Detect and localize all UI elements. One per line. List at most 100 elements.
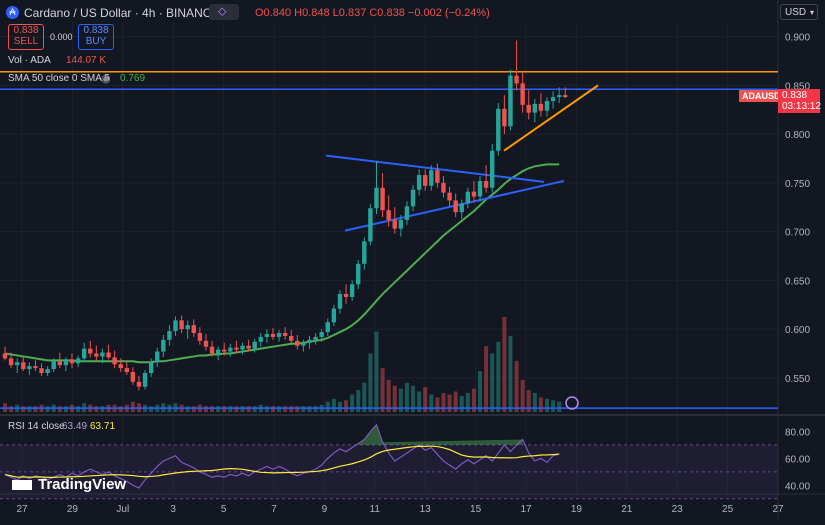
- candle-body: [118, 364, 123, 369]
- candle-body: [148, 362, 154, 373]
- time-tick-label: 27: [772, 504, 784, 515]
- price-tick-label: 0.850: [785, 81, 810, 92]
- candle-body: [325, 322, 330, 333]
- symbol-title[interactable]: Cardano / US Dollar · 4h · BINANCE: [24, 6, 220, 20]
- volume-bar: [191, 406, 196, 412]
- volume-bar: [520, 379, 525, 412]
- candle-body: [27, 366, 32, 370]
- ohlc-values: O0.840 H0.848 L0.837 C0.838 −0.002 (−0.2…: [255, 7, 490, 19]
- volume-bar: [118, 406, 123, 412]
- price-tick-label: 0.650: [785, 276, 810, 287]
- sma-line: [4, 163, 560, 364]
- candle-body: [502, 108, 507, 127]
- countdown: 03:13:12: [782, 101, 821, 112]
- candle-body: [526, 104, 531, 113]
- rsi-tick-label: 80.00: [785, 427, 810, 438]
- time-tick-label: 29: [67, 504, 79, 515]
- candle-body: [2, 353, 8, 359]
- volume-bar: [465, 393, 470, 412]
- candle-body: [136, 381, 142, 387]
- currency-selector[interactable]: USD ▾: [780, 4, 818, 20]
- price-tick-label: 0.700: [785, 228, 810, 239]
- chevron-down-icon: ▾: [809, 8, 814, 17]
- candle-body: [63, 359, 69, 366]
- volume-bar: [283, 406, 288, 412]
- candle-body: [477, 180, 483, 197]
- sma-value: 0.769: [120, 73, 146, 84]
- last-price: 0.838: [782, 90, 808, 101]
- volume-bar: [45, 406, 50, 412]
- volume-bar: [514, 360, 519, 412]
- volume-bar: [100, 406, 105, 412]
- candle-body: [39, 368, 44, 373]
- eye-icon[interactable]: ◉: [101, 73, 111, 85]
- last-price-tag: 0.838 03:13:12: [778, 89, 821, 113]
- candle-body: [465, 191, 471, 204]
- rsi-ma-line: [4, 445, 560, 478]
- candle-body: [124, 368, 129, 373]
- time-tick-label: 21: [621, 504, 633, 515]
- tradingview-logo[interactable]: TradingView: [12, 476, 126, 493]
- volume-bar: [185, 406, 190, 412]
- sma-label[interactable]: SMA 50 close 0 SMA 5: [8, 73, 110, 84]
- candle-body: [234, 347, 239, 350]
- candle-body: [307, 339, 312, 343]
- rsi-label[interactable]: RSI 14 close: [8, 421, 65, 432]
- volume-bar: [63, 406, 68, 412]
- volume-bar: [270, 406, 275, 412]
- candle-body: [179, 320, 184, 330]
- candle-body: [337, 294, 343, 309]
- candle-body: [197, 333, 203, 341]
- volume-bar: [551, 400, 556, 412]
- volume-bar: [502, 317, 507, 412]
- sell-label: SELL: [13, 36, 39, 47]
- candle-body: [544, 100, 550, 111]
- rsi-value-2: 63.71: [90, 421, 116, 432]
- price-tick-label: 0.800: [785, 130, 810, 141]
- time-tick-label: 23: [672, 504, 684, 515]
- candle-body: [51, 361, 56, 370]
- volume-bar: [398, 388, 403, 412]
- candle-body: [349, 284, 355, 297]
- volume-bar: [526, 390, 531, 412]
- volume-bar: [545, 398, 550, 412]
- candle-body: [319, 332, 324, 337]
- sell-button[interactable]: 0.838 SELL: [8, 24, 44, 50]
- candle-body: [392, 219, 397, 229]
- spread-value: 0.000: [50, 32, 73, 42]
- volume-bar: [350, 394, 355, 412]
- candle-body: [258, 336, 263, 342]
- volume-bar: [538, 397, 543, 412]
- volume-bar: [441, 393, 446, 412]
- time-tick-label: 11: [370, 504, 381, 515]
- compare-icon[interactable]: ⬦: [209, 4, 239, 20]
- candle-body: [423, 175, 428, 186]
- candle-body: [429, 170, 434, 186]
- volume-bar: [325, 401, 330, 412]
- sell-price: 0.838: [13, 25, 39, 36]
- candle-body: [75, 358, 81, 364]
- candle-body: [514, 75, 519, 84]
- volume-bar: [496, 341, 501, 412]
- volume-bar: [94, 406, 99, 412]
- candle-body: [483, 180, 489, 188]
- candle-body: [45, 369, 50, 373]
- candle-body: [490, 150, 495, 188]
- volume-bar: [203, 406, 208, 412]
- volume-bar: [33, 406, 38, 412]
- volume-bar: [222, 406, 227, 412]
- buy-button[interactable]: 0.838 BUY: [78, 24, 114, 50]
- volume-bar: [344, 400, 349, 412]
- volume-bar: [392, 385, 397, 412]
- volume-bar: [57, 406, 62, 412]
- volume-bar: [240, 406, 245, 412]
- volume-bar: [423, 387, 428, 412]
- candle-body: [386, 210, 391, 220]
- candle-body: [185, 325, 190, 330]
- candle-body: [21, 362, 26, 370]
- volume-bar: [380, 368, 385, 412]
- candle-body: [106, 352, 111, 358]
- time-tick-label: 13: [420, 504, 432, 515]
